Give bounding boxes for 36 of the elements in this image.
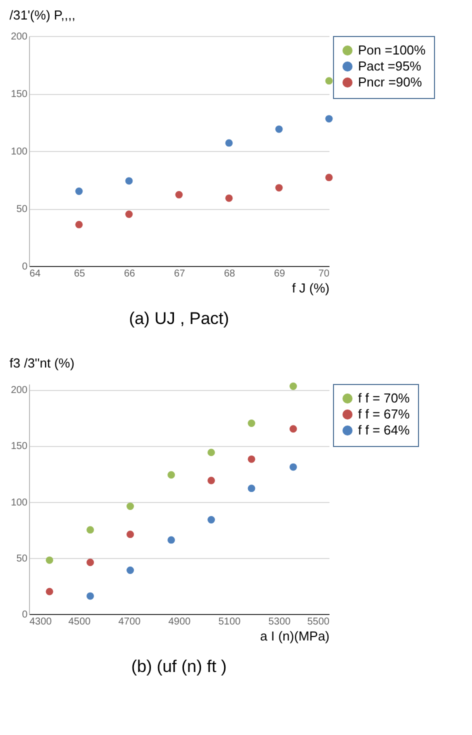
- x-tick-label: 4900: [168, 616, 192, 628]
- x-axis-title: a I (n)(MPa): [260, 628, 330, 644]
- y-tick-label: 100: [10, 497, 28, 508]
- legend-label: f f = 64%: [358, 422, 410, 438]
- x-axis-title: f J (%): [292, 280, 330, 296]
- y-tick-label: 100: [10, 146, 28, 158]
- x-tick-label: 4500: [68, 616, 92, 628]
- y-tick-label: 200: [10, 385, 28, 396]
- x-tick-label: 70: [318, 268, 330, 280]
- x-tick-label: 66: [124, 268, 136, 280]
- x-tick-label: 5500: [307, 616, 330, 628]
- x-tick-label: 5300: [268, 616, 292, 628]
- x-tick-label: 4300: [30, 616, 52, 628]
- y-tick-label: 150: [10, 441, 28, 452]
- y-tick-label: 50: [16, 204, 28, 215]
- x-tick-label: 5100: [218, 616, 242, 628]
- text: (a) UJ , Pact): [128, 309, 230, 328]
- x-tick-label: 69: [274, 268, 286, 280]
- legend-label: Pncr =90%: [358, 74, 422, 90]
- y-tick-label: 200: [10, 32, 28, 42]
- text: (b) (uf (n) ft ): [131, 657, 227, 676]
- y-tick-label: 50: [16, 553, 28, 564]
- x-tick-label: 65: [74, 268, 86, 280]
- y-tick-label: 150: [10, 89, 28, 100]
- y-axis-title: /31'(%) P,,,,: [10, 8, 76, 22]
- y-tick-label: 0: [22, 262, 28, 272]
- y-axis-title: f3 /3''nt (%): [10, 356, 74, 370]
- legend-label: Pact =95%: [358, 58, 422, 74]
- x-tick-label: 64: [30, 268, 42, 280]
- legend-label: f f = 67%: [358, 406, 410, 422]
- legend-label: Pon =100%: [358, 42, 426, 58]
- x-tick-label: 4700: [118, 616, 142, 628]
- x-tick-label: 68: [224, 268, 236, 280]
- legend-label: f f = 70%: [358, 390, 410, 406]
- x-tick-label: 67: [174, 268, 186, 280]
- y-tick-label: 0: [22, 610, 28, 620]
